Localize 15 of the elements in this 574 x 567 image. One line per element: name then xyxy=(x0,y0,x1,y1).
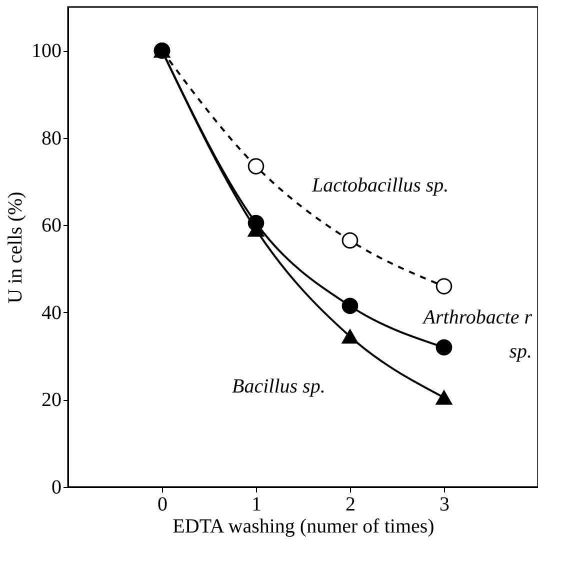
y-tick-label: 20 xyxy=(42,389,62,412)
y-tick-label: 0 xyxy=(52,476,62,498)
x-tick-label: 0 xyxy=(158,494,168,516)
y-tick-label: 40 xyxy=(42,302,62,324)
series-label: Arthrobacte r sp. xyxy=(421,306,532,362)
series-label: Lactobacillus sp. xyxy=(311,174,449,196)
x-tick-label: 2 xyxy=(346,494,356,516)
x-tick-label: 3 xyxy=(440,494,450,516)
x-axis-title: EDTA washing (numer of times) xyxy=(172,516,434,538)
y-tick-label: 80 xyxy=(42,127,62,150)
y-tick-label: 100 xyxy=(32,40,62,62)
y-axis-title: U in cells (%) xyxy=(4,192,26,304)
x-tick-label: 1 xyxy=(252,494,262,516)
y-tick-label: 60 xyxy=(42,214,62,237)
series-label: Bacillus sp. xyxy=(232,375,326,398)
